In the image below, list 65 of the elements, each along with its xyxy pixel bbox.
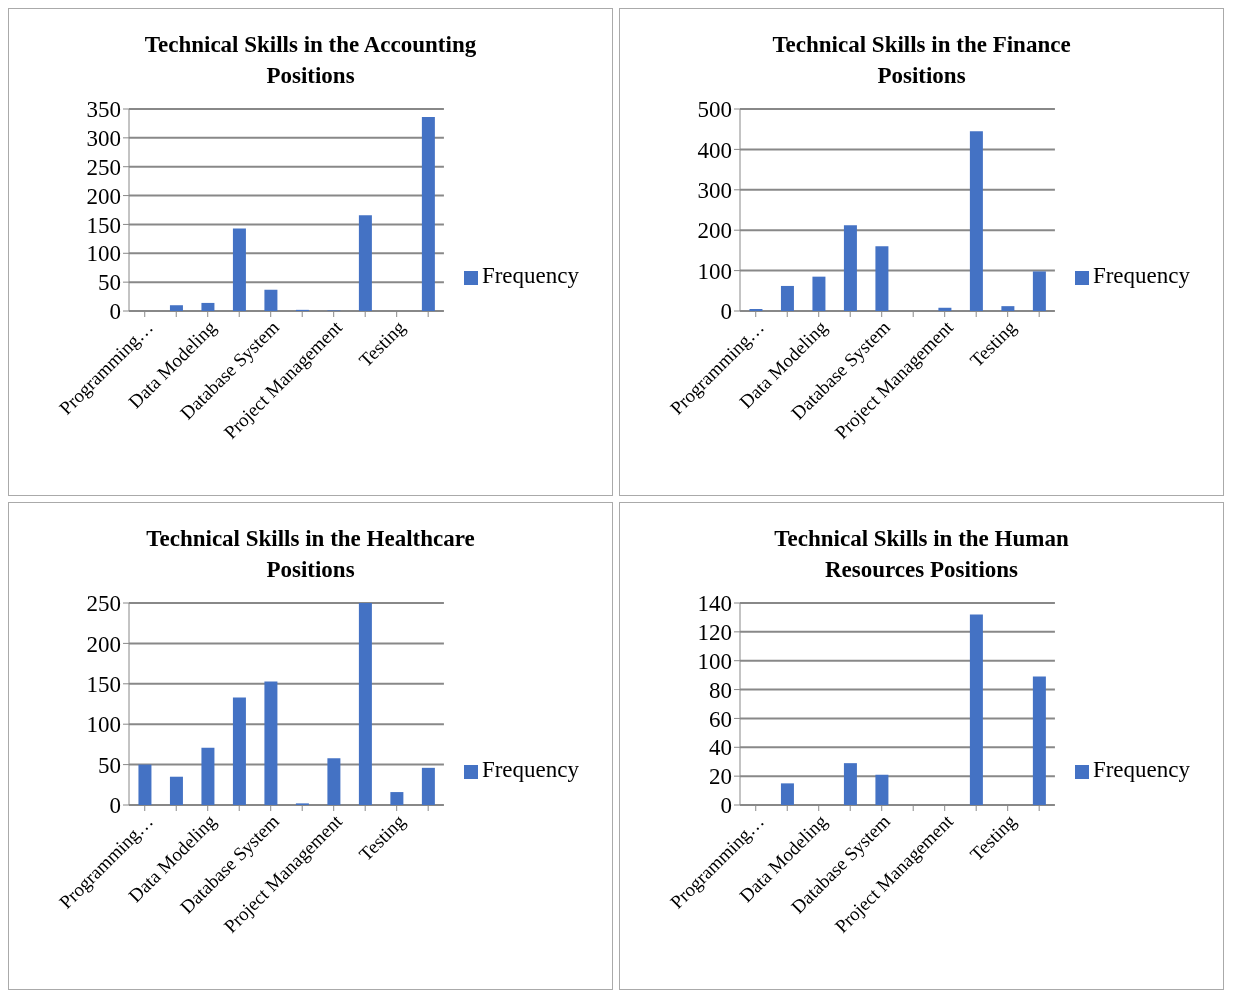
bar: [201, 302, 215, 311]
y-tick-label: 60: [709, 706, 732, 732]
y-tick-label: 40: [709, 735, 732, 761]
y-tick-label: 250: [86, 154, 121, 180]
y-tick-label: 0: [109, 793, 121, 819]
y-tick-label: 20: [709, 764, 732, 790]
y-tick-label: 0: [720, 299, 732, 325]
bar: [843, 225, 857, 311]
y-tick-label: 120: [697, 620, 732, 646]
y-tick-label: 80: [709, 677, 732, 703]
y-tick-label: 200: [697, 218, 732, 244]
bar: [843, 763, 857, 805]
y-tick-label: 50: [98, 752, 121, 778]
y-tick-label: 100: [697, 258, 732, 284]
bar: [358, 603, 372, 805]
y-tick-label: 300: [697, 177, 732, 203]
bar: [138, 764, 152, 805]
y-tick-label: 100: [86, 241, 121, 267]
y-tick-label: 400: [697, 137, 732, 163]
bar: [780, 285, 794, 311]
bar: [938, 307, 952, 311]
bar: [875, 774, 889, 805]
bar: [232, 228, 246, 311]
bar: [358, 215, 372, 311]
bar: [421, 767, 435, 805]
bar: [169, 776, 183, 805]
y-tick-label: 0: [720, 793, 732, 819]
chart-title: Technical Skills in the Healthcare Positions: [145, 525, 476, 584]
bar: [327, 758, 341, 805]
bar: [1032, 271, 1046, 311]
bar: [201, 747, 215, 805]
y-tick-label: 150: [86, 671, 121, 697]
bar: [264, 681, 278, 805]
bar: [264, 289, 278, 311]
y-tick-label: 200: [86, 183, 121, 209]
y-tick-label: 100: [697, 648, 732, 674]
y-tick-label: 50: [98, 270, 121, 296]
y-tick-label: 250: [86, 591, 121, 617]
y-tick-label: 0: [109, 299, 121, 325]
legend-label: Frequency: [1092, 757, 1190, 782]
y-tick-label: 150: [86, 212, 121, 238]
bar: [749, 308, 763, 311]
bar: [1032, 676, 1046, 805]
y-tick-label: 350: [86, 97, 121, 123]
bar: [421, 117, 435, 311]
legend-label: Frequency: [481, 757, 579, 782]
y-tick-label: 200: [86, 631, 121, 657]
bar: [232, 697, 246, 805]
chart-title: Technical Skills in the Accounting Positions: [143, 31, 478, 90]
bar: [875, 246, 889, 311]
y-tick-label: 140: [697, 591, 732, 617]
bar: [969, 131, 983, 311]
bar: [390, 792, 404, 805]
y-tick-label: 500: [697, 97, 732, 123]
bar: [1001, 306, 1015, 311]
y-tick-label: 100: [86, 712, 121, 738]
legend-label: Frequency: [481, 263, 579, 288]
chart-title: Technical Skills in the Human Resources Positions: [773, 525, 1070, 584]
y-tick-label: 300: [86, 126, 121, 152]
legend-label: Frequency: [1092, 263, 1190, 288]
bar: [780, 783, 794, 805]
chart-title: Technical Skills in the Finance Positions: [771, 31, 1072, 90]
bar: [969, 614, 983, 805]
bar: [169, 305, 183, 311]
bar: [812, 276, 826, 311]
